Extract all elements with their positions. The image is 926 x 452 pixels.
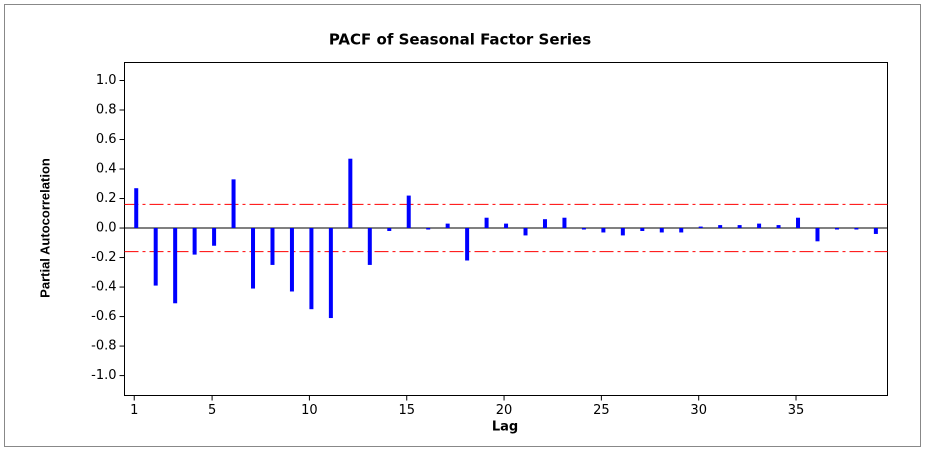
bar <box>289 228 294 292</box>
bar <box>504 223 509 229</box>
bar <box>834 228 839 230</box>
bar <box>367 228 372 265</box>
x-tick-label: 25 <box>593 403 610 418</box>
y-tick-label: 1.0 <box>96 73 117 88</box>
x-tick-label: 10 <box>301 403 318 418</box>
bar <box>270 228 275 265</box>
bar <box>601 228 606 233</box>
bar <box>153 228 158 286</box>
y-tick-label: 0.2 <box>96 191 117 206</box>
x-tick-label: 35 <box>788 403 805 418</box>
plot-area <box>124 62 888 396</box>
y-tick-label: 0.0 <box>96 221 117 236</box>
bar <box>562 217 567 229</box>
bar <box>620 228 625 236</box>
bar <box>873 228 878 234</box>
bar <box>854 228 859 230</box>
y-tick-label: 0.8 <box>96 103 117 118</box>
bar <box>718 225 723 229</box>
y-tick-label: -0.8 <box>91 339 116 354</box>
bar <box>192 228 197 255</box>
bar <box>581 228 586 230</box>
frame <box>4 4 921 447</box>
y-tick-label: -0.6 <box>91 309 116 324</box>
y-tick-label: -1.0 <box>91 368 116 383</box>
bar <box>212 228 217 246</box>
y-tick-label: 0.4 <box>96 162 117 177</box>
bar <box>523 228 528 236</box>
bar <box>484 217 489 229</box>
bar <box>737 225 742 229</box>
x-tick-label: 15 <box>398 403 415 418</box>
bar <box>251 228 256 289</box>
bar <box>309 228 314 310</box>
bar <box>640 228 645 231</box>
bar <box>387 228 392 231</box>
y-axis-label: Partial Autocorrelation <box>37 158 52 298</box>
bar <box>796 217 801 229</box>
bar <box>173 228 178 304</box>
bar <box>348 158 353 229</box>
y-tick-label: -0.4 <box>91 280 116 295</box>
y-tick-label: 0.6 <box>96 132 117 147</box>
bar <box>776 225 781 229</box>
y-tick-label: -0.2 <box>91 250 116 265</box>
x-tick-label: 5 <box>208 403 216 418</box>
bar <box>406 195 411 229</box>
x-axis-label: Lag <box>492 420 518 435</box>
bar <box>659 228 664 233</box>
bar <box>445 223 450 229</box>
bar <box>757 223 762 229</box>
bar <box>231 179 236 229</box>
bar <box>815 228 820 242</box>
bar <box>134 188 139 229</box>
bar <box>328 228 333 319</box>
bar <box>698 226 703 229</box>
x-tick-label: 20 <box>496 403 513 418</box>
x-tick-label: 30 <box>690 403 707 418</box>
chart-title: PACF of Seasonal Factor Series <box>329 31 591 49</box>
bar <box>542 219 547 229</box>
bar <box>465 228 470 261</box>
x-tick-label: 1 <box>130 403 138 418</box>
bar <box>426 228 431 230</box>
bar <box>679 228 684 233</box>
